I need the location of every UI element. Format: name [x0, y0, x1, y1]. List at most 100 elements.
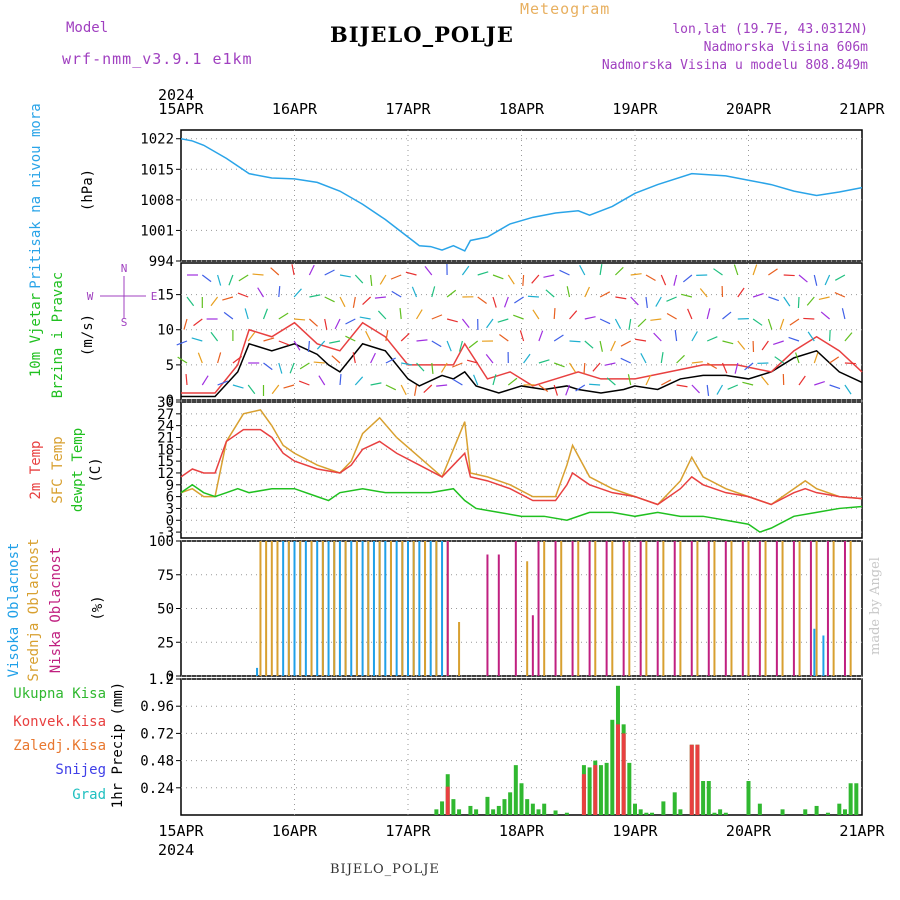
wind-barb	[503, 296, 509, 308]
wind-barb	[298, 380, 310, 386]
bar-high_cloud	[418, 541, 421, 676]
pressure-unit-label: (hPa)	[80, 169, 96, 211]
wind-barb	[461, 318, 470, 329]
bar-total_precip	[474, 809, 479, 815]
wind-barb	[345, 318, 356, 325]
wind-barb	[829, 329, 831, 342]
wind-barb	[744, 362, 754, 371]
bar-mid_cloud	[594, 541, 597, 676]
wind-barb	[313, 361, 325, 364]
wind-barb	[752, 318, 763, 326]
bar-total_precip	[496, 805, 501, 815]
wind-barb	[599, 340, 603, 352]
wind-barb	[385, 357, 396, 364]
line-dewpoint	[180, 483, 863, 533]
y-tick-label: 25	[157, 635, 174, 651]
wind-barb	[183, 318, 188, 330]
bar-low_cloud	[537, 541, 540, 676]
wind-barb	[451, 362, 463, 368]
wind-barb	[232, 355, 243, 364]
bar-low_cloud	[741, 541, 744, 676]
wind-barb	[228, 274, 234, 286]
wind-barb	[446, 340, 452, 352]
y-tick-label: 0	[166, 513, 174, 529]
wind-barb	[379, 274, 387, 285]
y-tick-label: 1015	[140, 162, 174, 178]
bar-mid_cloud	[435, 541, 438, 676]
bar-low_cloud	[531, 615, 534, 676]
wind-barb	[687, 308, 693, 320]
wind-barb	[559, 269, 570, 276]
wind-barb	[620, 357, 631, 364]
wind-barb	[329, 340, 341, 344]
wind-barb	[309, 294, 321, 298]
wind-barb	[446, 289, 457, 298]
wind-barb	[477, 296, 487, 304]
wind-barb	[553, 334, 564, 342]
bar-mid_cloud	[798, 541, 801, 676]
wind-barb	[210, 296, 219, 307]
bar-mid_cloud	[265, 541, 268, 676]
wind-barb	[377, 310, 387, 320]
wind-barb	[385, 384, 397, 391]
time-tick-label-bottom: 20APR	[726, 822, 772, 840]
wind-barb	[507, 274, 515, 285]
panel-0	[176, 129, 863, 262]
bar-total_precip	[757, 803, 762, 815]
wind-barb	[197, 352, 203, 364]
wind-barb	[247, 331, 256, 342]
wind-barb	[485, 353, 494, 364]
bar-mid_cloud	[747, 541, 750, 676]
precip-legend-item: Snijeg	[55, 762, 106, 778]
wind-barb	[575, 384, 586, 392]
wind-barb	[630, 296, 639, 306]
wind-barb	[271, 384, 280, 395]
time-tick-label-top: 16APR	[272, 100, 318, 118]
bar-conv_precip	[695, 744, 700, 815]
wind-barb	[640, 353, 647, 364]
bar-total_precip	[502, 799, 507, 815]
wind-barb	[844, 332, 853, 342]
bar-low_cloud	[843, 541, 846, 676]
wind-barb	[519, 330, 525, 342]
bar-total_precip	[513, 765, 518, 815]
wind-barb	[405, 271, 417, 276]
wind-barb	[263, 337, 275, 342]
line-temp2m	[180, 428, 863, 506]
wind-axis-label-2: Brzina i Pravac	[50, 272, 66, 398]
bar-mid_cloud	[560, 541, 563, 676]
y-tick-label: 994	[149, 254, 174, 270]
bar-mid_cloud	[355, 541, 358, 676]
wind-barb	[610, 340, 616, 352]
wind-barb	[660, 274, 667, 286]
wind-barb	[798, 274, 808, 283]
bar-total_precip	[718, 809, 723, 815]
bar-low_cloud	[605, 541, 608, 676]
wind-barb	[411, 286, 418, 298]
wind-barb	[829, 384, 841, 390]
bar-mid_cloud	[713, 541, 716, 676]
wind-barb	[223, 311, 234, 320]
wind-barb	[423, 384, 433, 393]
bar-total_precip	[678, 809, 683, 815]
bar-total_precip	[536, 809, 541, 815]
wind-barb	[222, 296, 234, 301]
low-cloud-axis-label: Niska Oblacnost	[48, 547, 64, 673]
wind-barb	[514, 296, 524, 304]
wind-barb	[431, 286, 436, 298]
wind-barb	[352, 296, 356, 308]
wind-barb	[635, 338, 647, 342]
bar-mid_cloud	[321, 541, 324, 676]
wind-barb	[217, 380, 229, 386]
wind-barb	[661, 379, 672, 386]
y-tick-label: 12	[157, 466, 174, 482]
bar-mid_cloud	[730, 541, 733, 676]
wind-barb	[773, 340, 784, 345]
precip-legend-item: Grad	[72, 787, 106, 803]
wind-barb	[768, 268, 778, 276]
bar-total_precip	[434, 809, 439, 815]
wind-barb	[237, 292, 249, 298]
bar-total_precip	[661, 801, 666, 815]
wind-barb	[263, 362, 273, 371]
bar-high_cloud	[304, 541, 307, 676]
